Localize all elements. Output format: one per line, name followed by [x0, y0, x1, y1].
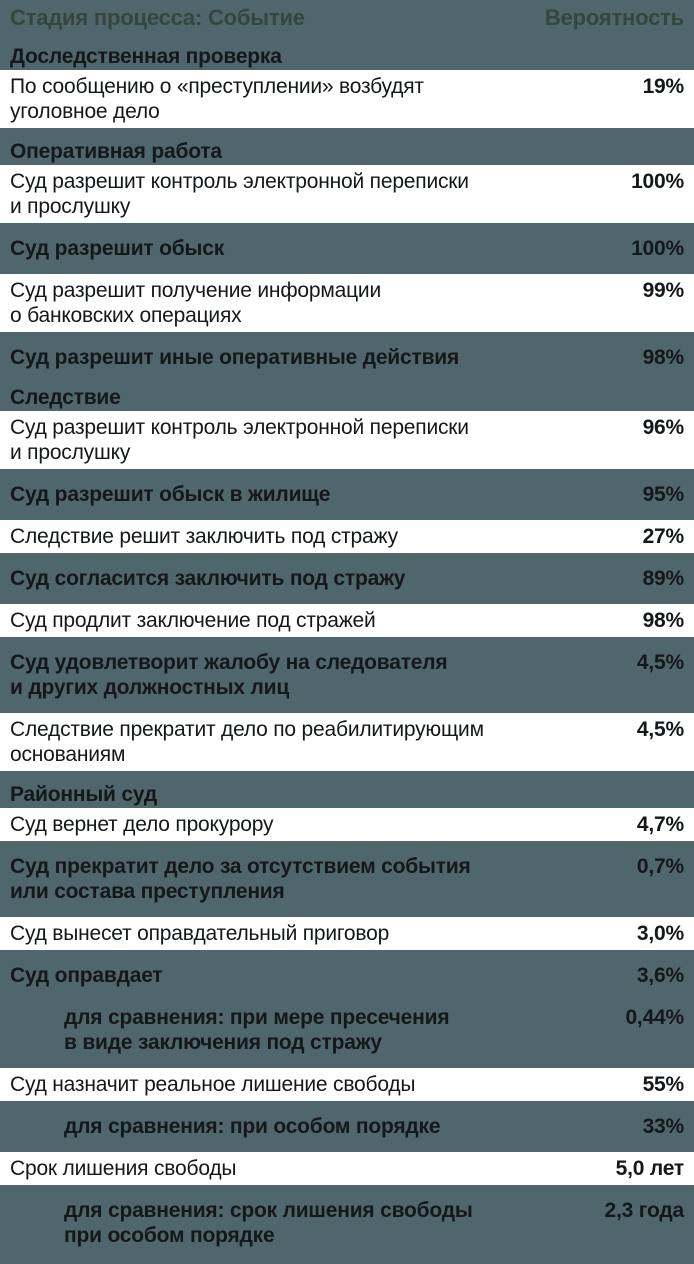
- event-label: Суд удовлетворит жалобу на следователя и…: [10, 651, 448, 699]
- event-label: Суд разрешит обыск в жилище: [10, 483, 331, 506]
- table-row: Суд удовлетворит жалобу на следователя и…: [0, 646, 694, 704]
- probability-value: 98%: [642, 346, 685, 369]
- table-row-comparison: для сравнения: при мере пресечения в вид…: [0, 1001, 694, 1059]
- table-row: Суд вынесет оправдательный приговор 3,0%: [0, 917, 694, 950]
- table-row: Следствие прекратит дело по реабилитирую…: [0, 713, 694, 771]
- event-label: Следствие решит заключить под стражу: [10, 525, 398, 548]
- probability-value: 2,3 года: [604, 1199, 685, 1222]
- event-label: Суд разрешит получение информации о банк…: [10, 279, 381, 327]
- section-header-operative-work: Оперативная работа: [10, 140, 222, 163]
- column-header-stage: Стадия процесса: Событие: [10, 5, 305, 30]
- event-label: Суд прекратит дело за отсутствием событи…: [10, 855, 471, 903]
- event-label: Суд разрешит иные оперативные действия: [10, 346, 460, 369]
- table-row-comparison: для сравнения: при особом порядке 33%: [0, 1110, 694, 1143]
- column-header-probability: Вероятность: [544, 5, 684, 30]
- probability-value: 95%: [642, 483, 685, 506]
- probability-value: 4,5%: [636, 718, 684, 741]
- probability-value: 5,0 лет: [615, 1157, 685, 1180]
- section-header-pretrial-check: Доследственная проверка: [10, 45, 282, 68]
- event-label: Суд оправдает: [10, 964, 163, 987]
- probability-value: 100%: [631, 170, 684, 193]
- table-row: Суд разрешит контроль электронной перепи…: [0, 165, 694, 223]
- probability-value: 99%: [642, 279, 685, 302]
- event-label: По сообщению о «преступлении» возбудят у…: [10, 75, 424, 123]
- event-label: для сравнения: при мере пресечения в вид…: [64, 1006, 450, 1054]
- table-row: Суд оправдает 3,6%: [0, 959, 694, 992]
- table-row: Суд разрешит обыск в жилище 95%: [0, 478, 694, 511]
- section-header-investigation: Следствие: [10, 386, 121, 409]
- section-header-district-court: Районный суд: [10, 783, 157, 806]
- table-row: Суд разрешит контроль электронной перепи…: [0, 411, 694, 469]
- table-row: Суд прекратит дело за отсутствием событи…: [0, 850, 694, 908]
- probability-value: 98%: [642, 609, 685, 632]
- table-row: Следствие решит заключить под стражу 27%: [0, 520, 694, 553]
- probability-value: 0,44%: [625, 1006, 684, 1029]
- event-label: Суд вынесет оправдательный приговор: [10, 922, 390, 945]
- probability-value: 19%: [642, 75, 685, 98]
- probability-value: 100%: [631, 237, 684, 260]
- table-row: Суд разрешит иные оперативные действия 9…: [0, 341, 694, 374]
- event-label: Суд разрешит обыск: [10, 237, 225, 260]
- event-label: Суд разрешит контроль электронной перепи…: [10, 170, 469, 218]
- table-row: Суд продлит заключение под стражей 98%: [0, 604, 694, 637]
- probability-value: 0,7%: [636, 855, 684, 878]
- probability-value: 96%: [642, 416, 685, 439]
- probability-value: 3,0%: [636, 922, 684, 945]
- event-label: для сравнения: срок лишения свободы при …: [64, 1199, 473, 1247]
- probability-value: 55%: [642, 1073, 685, 1096]
- probability-value: 4,5%: [636, 651, 684, 674]
- table-row: Суд разрешит обыск 100%: [0, 232, 694, 265]
- event-label: Суд вернет дело прокурору: [10, 813, 274, 836]
- table-row: Суд разрешит получение информации о банк…: [0, 274, 694, 332]
- table-row-comparison: для сравнения: срок лишения свободы при …: [0, 1194, 694, 1252]
- probability-value: 4,7%: [636, 813, 684, 836]
- event-label: Суд согласится заключить под стражу: [10, 567, 406, 590]
- event-label: Следствие прекратит дело по реабилитирую…: [10, 718, 484, 766]
- probability-value: 3,6%: [636, 964, 684, 987]
- event-label: Суд продлит заключение под стражей: [10, 609, 376, 632]
- probability-value: 27%: [642, 525, 685, 548]
- event-label: Срок лишения свободы: [10, 1157, 237, 1180]
- table-row: Суд назначит реальное лишение свободы 55…: [0, 1068, 694, 1101]
- event-label: Суд назначит реальное лишение свободы: [10, 1073, 416, 1096]
- table-row: По сообщению о «преступлении» возбудят у…: [0, 70, 694, 128]
- probability-value: 33%: [642, 1115, 685, 1138]
- probability-value: 89%: [642, 567, 685, 590]
- table-row: Срок лишения свободы 5,0 лет: [0, 1152, 694, 1185]
- table-row: Суд согласится заключить под стражу 89%: [0, 562, 694, 595]
- event-label: Суд разрешит контроль электронной перепи…: [10, 416, 469, 464]
- event-label: для сравнения: при особом порядке: [64, 1115, 441, 1138]
- table-header: Стадия процесса: Событие Вероятность: [0, 6, 694, 30]
- table-row: Суд вернет дело прокурору 4,7%: [0, 808, 694, 841]
